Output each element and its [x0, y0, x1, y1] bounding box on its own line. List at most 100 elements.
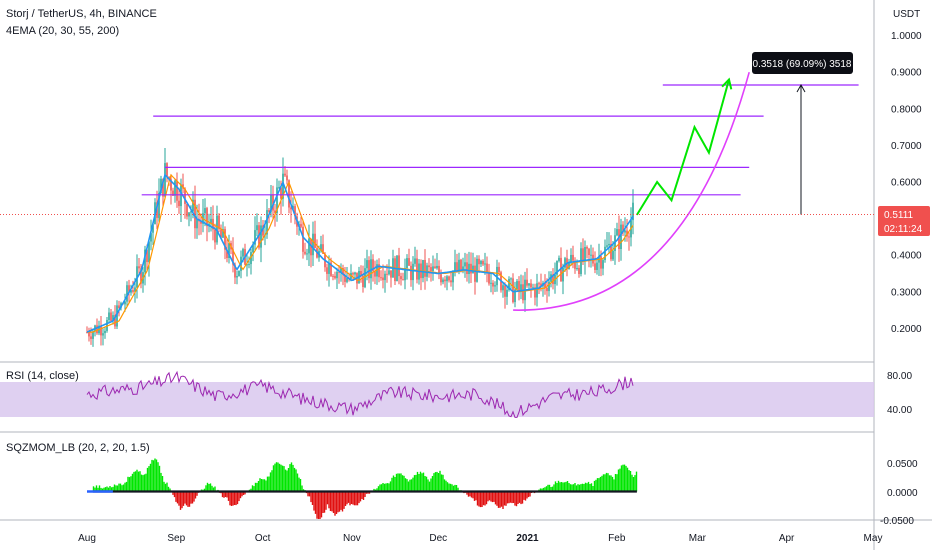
sqz-bar: [207, 483, 208, 492]
sqz-bar: [267, 477, 268, 492]
sqz-bar: [580, 484, 581, 491]
sqz-bar: [429, 482, 430, 492]
sqz-bar: [396, 474, 397, 492]
sqz-bar: [262, 479, 263, 491]
sqz-bar: [270, 472, 271, 491]
candle-body: [354, 273, 356, 275]
sqz-bar: [325, 492, 326, 510]
sqz-bar: [594, 481, 595, 492]
price-tick: 0.2000: [891, 324, 922, 335]
candle-body: [602, 260, 604, 269]
sqz-bar: [280, 465, 281, 492]
sqz-bar: [285, 470, 286, 492]
sqz-tick-0: 0.0000: [887, 488, 918, 499]
sqz-bar: [630, 471, 631, 492]
sqz-bar: [136, 470, 137, 492]
sqz-bar: [271, 470, 272, 491]
sqz-bar: [144, 474, 145, 491]
candle-body: [302, 227, 304, 252]
sqz-bar: [604, 474, 605, 491]
sqz-bar: [289, 464, 290, 491]
candle-body: [242, 249, 244, 257]
sqz-bar: [256, 483, 257, 492]
sqz-bar: [351, 492, 352, 505]
sqz-bar: [343, 492, 344, 509]
sqz-bar: [582, 484, 583, 492]
sqz-bar: [133, 472, 134, 492]
price-axis-unit: USDT: [893, 9, 920, 20]
sqz-bar: [358, 492, 359, 504]
symbol-title[interactable]: Storj / TetherUS, 4h, BINANCE: [6, 8, 157, 20]
sqz-bar: [186, 492, 187, 506]
sqz-bar: [333, 492, 334, 514]
candle-body: [366, 260, 368, 268]
sqz-bar: [513, 492, 514, 504]
sqz-bar: [405, 478, 406, 491]
sqz-bar: [126, 482, 127, 492]
candle-body: [108, 313, 110, 321]
sqz-bar: [508, 492, 509, 504]
sqz-bar: [597, 478, 598, 491]
sqz-bar: [493, 492, 494, 502]
sqz-bar: [412, 478, 413, 492]
sqz-bar: [259, 478, 260, 491]
candle-body: [238, 271, 240, 276]
candle-body: [506, 290, 508, 297]
sqz-bar: [510, 492, 511, 503]
candle-body: [394, 258, 396, 281]
sqz-bar: [625, 466, 626, 492]
time-axis-label: Nov: [343, 533, 361, 544]
rsi-title[interactable]: RSI (14, close): [6, 370, 79, 382]
sqz-bar: [355, 492, 356, 506]
time-axis-label: Feb: [608, 533, 626, 544]
price-tick: 0.8000: [891, 104, 922, 115]
sqz-bar: [565, 482, 566, 492]
current-price-value: 0.5111: [884, 210, 914, 221]
sqz-bar: [421, 473, 422, 491]
sqz-bar: [432, 476, 433, 492]
sqz-bar: [601, 476, 602, 492]
rsi-tick-80: 80.00: [887, 371, 912, 382]
sqz-bar: [613, 479, 614, 491]
sqz-bar: [193, 492, 194, 502]
candle-body: [284, 174, 286, 176]
sqz-bar: [586, 483, 587, 491]
candle-body: [432, 266, 434, 271]
indicator-title[interactable]: 4EMA (20, 30, 55, 200): [6, 25, 119, 37]
sqz-bar: [607, 473, 608, 491]
price-tick: 0.4000: [891, 251, 922, 262]
sqz-bar: [556, 483, 557, 492]
candle-body: [382, 278, 384, 281]
sqz-bar: [559, 482, 560, 491]
sqz-bar: [328, 492, 329, 509]
sqz-bar: [279, 464, 280, 492]
sqz-bar: [558, 481, 559, 492]
sqz-bar: [159, 466, 160, 492]
sqz-bar: [231, 492, 232, 507]
sqz-bar: [498, 492, 499, 508]
sqz-bar: [232, 492, 233, 506]
sqz-bar: [555, 481, 556, 491]
candle-body: [384, 274, 386, 280]
candle-body: [442, 280, 444, 283]
sqz-bar: [484, 492, 485, 506]
sqz-bar: [598, 478, 599, 491]
sqz-bar: [339, 492, 340, 512]
sqz-bar: [319, 492, 320, 520]
sqz-bar: [300, 479, 301, 492]
sqz-title[interactable]: SQZMOM_LB (20, 2, 20, 1.5): [6, 442, 150, 454]
sqz-bar: [330, 492, 331, 512]
price-axis-ticks[interactable]: 1.00000.90000.80000.70000.60000.40000.30…: [891, 31, 922, 335]
sqz-bar: [483, 492, 484, 506]
candle-body: [104, 331, 106, 333]
candle-body: [448, 276, 450, 280]
sqz-bar: [160, 473, 161, 492]
candle-body: [336, 272, 338, 278]
sqz-bar: [264, 479, 265, 491]
sqz-bar: [178, 492, 179, 506]
sqz-bar: [517, 492, 518, 505]
sqz-bar: [562, 483, 563, 492]
sqz-bar: [322, 492, 323, 514]
